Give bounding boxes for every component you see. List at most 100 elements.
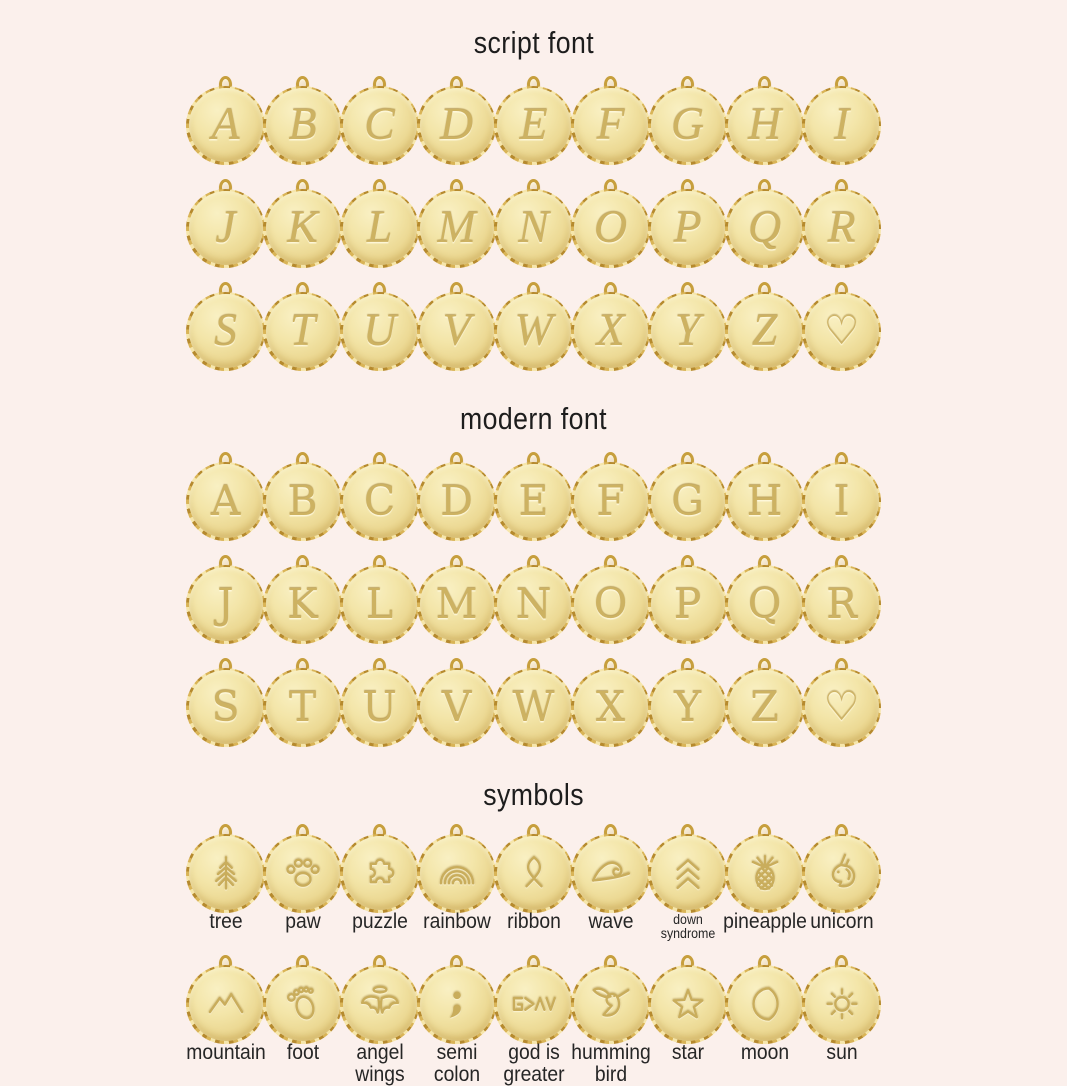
charm-script-E: E <box>494 76 573 165</box>
gold-disc: L <box>340 564 419 644</box>
symbol-item-star: star <box>648 955 727 1069</box>
symbol-item-angel-wings: angel wings <box>340 955 419 1085</box>
engraved-letter: G <box>671 476 704 525</box>
gold-disc: B <box>263 461 342 541</box>
engraved-letter: F <box>596 97 625 149</box>
gold-disc <box>648 833 727 913</box>
gold-disc: D <box>417 461 496 541</box>
charm-script-J: J <box>186 179 265 268</box>
gold-disc: U <box>340 667 419 747</box>
engraved-letter: F <box>596 476 625 525</box>
charm-script-N: N <box>494 179 573 268</box>
gold-disc: X <box>571 291 650 371</box>
gold-disc: G <box>648 85 727 165</box>
charm-script-D: D <box>417 76 496 165</box>
engraved-letter: A <box>211 97 240 149</box>
god-is-greater-icon <box>511 981 557 1027</box>
symbol-item-mountain: mountain <box>186 955 265 1069</box>
gold-disc <box>186 833 265 913</box>
gold-disc: M <box>417 564 496 644</box>
section-script-font: script font A B C D E F G H I J K L M N O P Q R S T U V W X Y Z ♡ <box>0 25 1067 371</box>
charm-modern-T: T <box>263 658 342 747</box>
charm-symbol-moon <box>725 955 804 1044</box>
charm-modern-J: J <box>186 555 265 644</box>
symbol-item-ribbon: ribbon <box>494 824 573 938</box>
symbol-item-tree: tree <box>186 824 265 938</box>
gold-disc: M <box>417 188 496 268</box>
engraved-letter: O <box>593 200 628 252</box>
gold-disc: Y <box>648 667 727 747</box>
charm-modern-A: A <box>186 452 265 541</box>
foot-icon <box>280 981 326 1027</box>
engraved-letter: Y <box>674 303 701 355</box>
gold-disc: J <box>186 188 265 268</box>
section-modern-font: modern font A B C D E F G H I J K L M N O P Q R S T U V W X Y Z ♡ <box>0 401 1067 747</box>
engraved-letter: W <box>514 303 553 355</box>
engraved-letter: Q <box>747 200 782 252</box>
gold-disc <box>648 964 727 1044</box>
charm-row: S T U V W X Y Z ♡ <box>0 282 1067 371</box>
engraved-letter: O <box>593 579 628 628</box>
modern-font-title: modern font <box>0 401 1067 437</box>
charm-modern-D: D <box>417 452 496 541</box>
section-symbols: symbols tree paw puzzle rainbow ribbon wave do… <box>0 777 1067 1085</box>
symbols-title-text: symbols <box>483 777 584 813</box>
charm-symbol-puzzle <box>340 824 419 913</box>
gold-disc: J <box>186 564 265 644</box>
engraved-letter: K <box>287 200 318 252</box>
modern-font-title-text: modern font <box>459 401 608 437</box>
wave-icon <box>588 850 634 896</box>
symbol-label: moon <box>740 1041 789 1065</box>
charm-modern-S: S <box>186 658 265 747</box>
engraved-letter: V <box>441 682 472 731</box>
charm-modern-heart: ♡ <box>802 658 881 747</box>
charm-symbol-pineapple <box>725 824 804 913</box>
pineapple-icon <box>742 850 788 896</box>
gold-disc: H <box>725 461 804 541</box>
engraved-letter: X <box>596 303 625 355</box>
engraved-letter: Q <box>747 579 782 628</box>
symbol-label: semi colon <box>433 1041 480 1086</box>
gold-disc: A <box>186 85 265 165</box>
charm-symbol-paw <box>263 824 342 913</box>
charm-modern-B: B <box>263 452 342 541</box>
charm-modern-U: U <box>340 658 419 747</box>
engraved-letter: X <box>595 682 626 731</box>
gold-disc: T <box>263 291 342 371</box>
charm-symbol-star <box>648 955 727 1044</box>
symbol-label: down syndrome <box>660 912 715 942</box>
charm-symbol-mountain <box>186 955 265 1044</box>
gold-disc: P <box>648 188 727 268</box>
charm-script-K: K <box>263 179 342 268</box>
gold-disc <box>263 964 342 1044</box>
gold-disc <box>417 964 496 1044</box>
engraved-letter: B <box>288 97 317 149</box>
symbol-label: tree <box>208 910 243 934</box>
symbol-item-puzzle: puzzle <box>340 824 419 938</box>
gold-disc: L <box>340 188 419 268</box>
gold-disc: R <box>802 188 881 268</box>
charm-modern-Z: Z <box>725 658 804 747</box>
engraved-letter: L <box>366 200 393 252</box>
gold-disc: T <box>263 667 342 747</box>
gold-disc <box>186 964 265 1044</box>
charm-symbol-rainbow <box>417 824 496 913</box>
charm-modern-M: M <box>417 555 496 644</box>
charm-modern-R: R <box>802 555 881 644</box>
gold-disc: O <box>571 564 650 644</box>
engraved-letter: P <box>673 579 702 628</box>
charm-script-Y: Y <box>648 282 727 371</box>
charm-modern-W: W <box>494 658 573 747</box>
gold-disc: A <box>186 461 265 541</box>
engraved-letter: J <box>217 579 234 628</box>
engraved-letter: K <box>287 579 318 628</box>
engraved-letter: Z <box>751 303 778 355</box>
engraved-letter: U <box>362 682 397 731</box>
gold-disc: ♡ <box>802 667 881 747</box>
charm-script-M: M <box>417 179 496 268</box>
engraved-letter: L <box>365 579 394 628</box>
gold-disc: W <box>494 667 573 747</box>
